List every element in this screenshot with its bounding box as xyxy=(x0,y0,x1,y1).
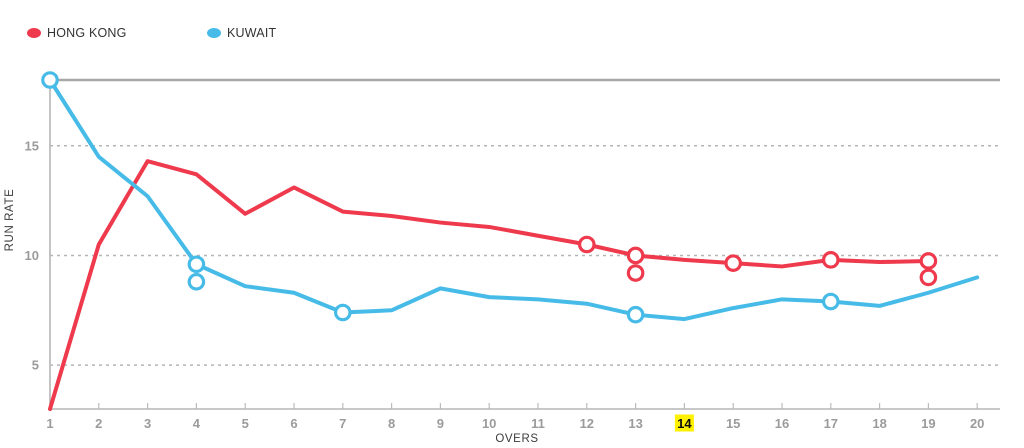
x-tick-label: 7 xyxy=(339,416,346,431)
x-tick-label: 3 xyxy=(144,416,151,431)
legend-item-hong-kong[interactable]: HONG KONG xyxy=(27,26,127,40)
x-tick-label: 9 xyxy=(437,416,444,431)
wicket-marker-kuwait-over-13[interactable] xyxy=(626,305,645,324)
legend-dot-icon xyxy=(207,28,221,38)
legend-item-label: HONG KONG xyxy=(47,26,127,40)
x-tick-label: 11 xyxy=(531,416,545,431)
wicket-marker-hong-kong-over-19[interactable] xyxy=(919,252,938,270)
x-axis-title: OVERS xyxy=(495,433,538,445)
wicket-marker-kuwait-over-4[interactable] xyxy=(187,255,206,274)
series-line-hong-kong[interactable] xyxy=(48,159,931,411)
x-tick-label: 16 xyxy=(775,416,789,431)
x-tick-label: 8 xyxy=(388,416,395,431)
x-tick-label: 1 xyxy=(46,416,53,431)
legend-item-kuwait[interactable]: KUWAIT xyxy=(207,26,276,40)
x-tick-label: 15 xyxy=(726,416,740,431)
wicket-marker-kuwait-over-7[interactable] xyxy=(333,303,352,322)
wicket-marker-kuwait-over-17[interactable] xyxy=(821,292,840,311)
x-tick-label: 6 xyxy=(290,416,297,431)
wicket-marker-kuwait-over-1[interactable] xyxy=(41,71,59,89)
legend: HONG KONG KUWAIT xyxy=(0,26,1024,42)
x-tick-label: 19 xyxy=(921,416,935,431)
x-tick-label: 2 xyxy=(95,416,102,431)
wicket-marker-kuwait-over-4[interactable] xyxy=(187,272,206,291)
x-tick-label: 5 xyxy=(242,416,249,431)
y-tick-label: 5 xyxy=(32,358,39,373)
y-tick-label: 15 xyxy=(25,138,39,153)
y-tick-label: 10 xyxy=(25,248,39,263)
wicket-marker-hong-kong-over-12[interactable] xyxy=(577,235,596,254)
x-tick-label: 12 xyxy=(580,416,594,431)
x-tick-label: 13 xyxy=(628,416,642,431)
wicket-marker-hong-kong-over-15[interactable] xyxy=(724,254,742,272)
legend-item-label: KUWAIT xyxy=(227,26,277,40)
x-tick-label: 4 xyxy=(193,416,201,431)
x-tick-label: 10 xyxy=(482,416,496,431)
x-tick-label: 17 xyxy=(824,416,838,431)
legend-dot-icon xyxy=(27,28,41,38)
highlighted-over-bg xyxy=(674,414,694,432)
wicket-marker-hong-kong-over-19[interactable] xyxy=(919,268,938,287)
wicket-marker-hong-kong-over-13[interactable] xyxy=(626,246,645,265)
x-tick-label-highlighted: 14 xyxy=(677,416,692,431)
x-tick-label: 18 xyxy=(872,416,886,431)
wicket-marker-hong-kong-over-13[interactable] xyxy=(626,264,645,282)
wicket-marker-hong-kong-over-17[interactable] xyxy=(821,251,840,269)
x-tick-label: 20 xyxy=(970,416,984,431)
y-axis-title: RUN RATE xyxy=(4,189,16,252)
